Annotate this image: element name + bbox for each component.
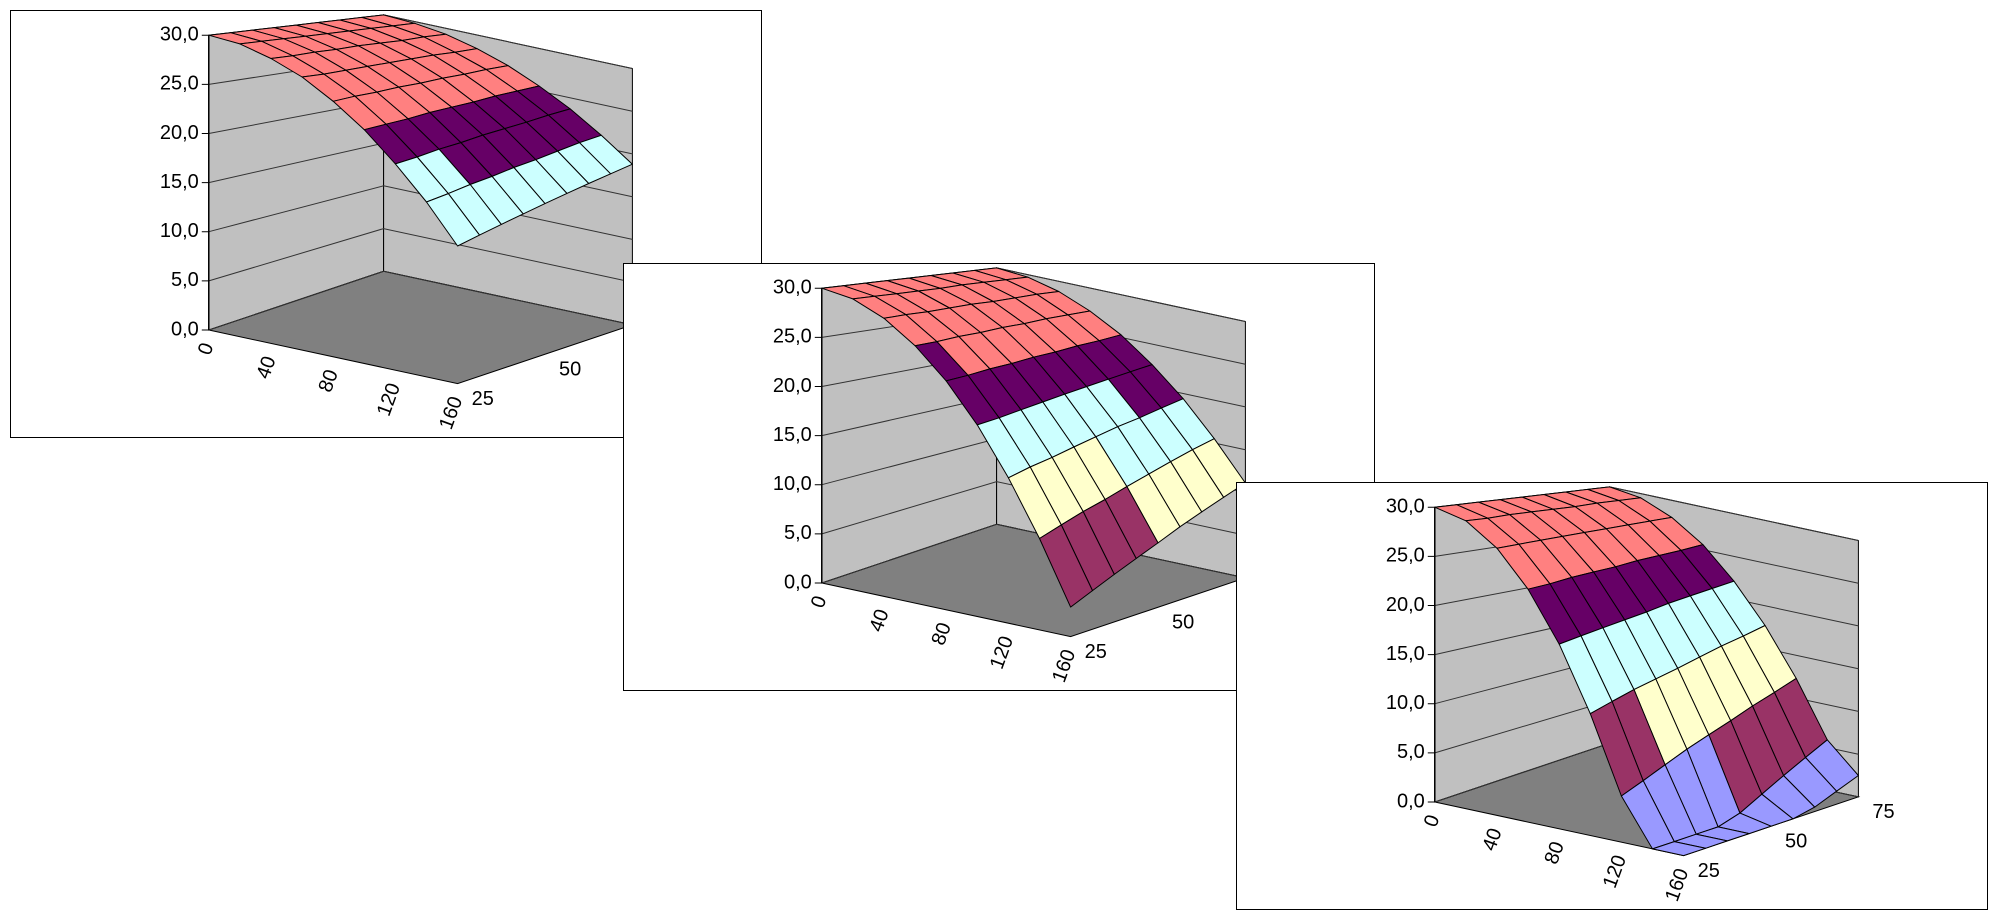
grid-line [821, 523, 1246, 584]
depth-tick-label: 50 [1785, 831, 1807, 853]
y-tick-label: 20,0 [160, 122, 199, 144]
x-tick-label: 0 [1420, 812, 1444, 830]
y-tick-label: 25,0 [160, 73, 199, 95]
surface-patch [426, 193, 480, 247]
y-tick-label: 15,0 [773, 424, 812, 446]
y-tick-label: 10,0 [160, 220, 199, 242]
y-tick-label: 30,0 [1386, 496, 1425, 518]
y-tick-label: 30,0 [773, 277, 812, 299]
x-tick-label: 160 [1048, 647, 1080, 686]
x-tick-label: 120 [986, 633, 1018, 672]
y-tick-label: 10,0 [1386, 692, 1425, 714]
x-tick-label: 120 [373, 380, 405, 419]
y-tick-label: 0,0 [784, 571, 812, 593]
x-tick-label: 0 [807, 593, 831, 611]
y-tick-label: 15,0 [160, 171, 199, 193]
y-tick-label: 5,0 [1397, 741, 1425, 763]
y-tick-label: 25,0 [1386, 545, 1425, 567]
x-tick-label: 40 [1478, 825, 1506, 853]
x-tick-label: 120 [1599, 852, 1631, 891]
y-tick-label: 30,0 [160, 24, 199, 46]
chart: 0,0 5,0 10,0 15,0 20,0 25,0 30,0 0 40 80 120 160 25 5… [1236, 482, 1988, 910]
x-tick-label: 40 [865, 606, 893, 634]
x-tick-label: 80 [315, 367, 343, 395]
x-tick-label: 40 [252, 353, 280, 381]
surface-patch [1039, 524, 1093, 608]
depth-tick-label: 25 [1698, 860, 1720, 882]
depth-tick-label: 50 [1172, 612, 1194, 634]
surface-patch [1652, 841, 1706, 857]
x-tick-label: 160 [435, 394, 467, 433]
depth-tick-label: 25 [1085, 641, 1107, 663]
y-tick-label: 0,0 [171, 318, 199, 340]
depth-tick-label: 50 [559, 359, 581, 381]
chart: 0,0 5,0 10,0 15,0 20,0 25,0 30,0 0 40 80 120 160 25 5… [10, 10, 762, 438]
y-tick-label: 5,0 [784, 522, 812, 544]
y-tick-label: 20,0 [1386, 594, 1425, 616]
chart: 0,0 5,0 10,0 15,0 20,0 25,0 30,0 0 40 80 120 160 25 5… [623, 263, 1375, 691]
y-tick-label: 5,0 [171, 269, 199, 291]
x-tick-label: 160 [1661, 866, 1693, 905]
y-tick-label: 25,0 [773, 326, 812, 348]
y-tick-label: 10,0 [773, 473, 812, 495]
depth-tick-label: 75 [1872, 801, 1894, 823]
depth-tick-label: 25 [472, 388, 494, 410]
grid-line [208, 185, 633, 240]
x-tick-label: 0 [194, 340, 218, 358]
y-tick-label: 15,0 [1386, 643, 1425, 665]
x-tick-label: 80 [1541, 839, 1569, 867]
grid-line [208, 228, 633, 283]
y-tick-label: 0,0 [1397, 790, 1425, 812]
x-tick-label: 80 [928, 620, 956, 648]
y-tick-label: 20,0 [773, 375, 812, 397]
grid-line [208, 270, 633, 331]
